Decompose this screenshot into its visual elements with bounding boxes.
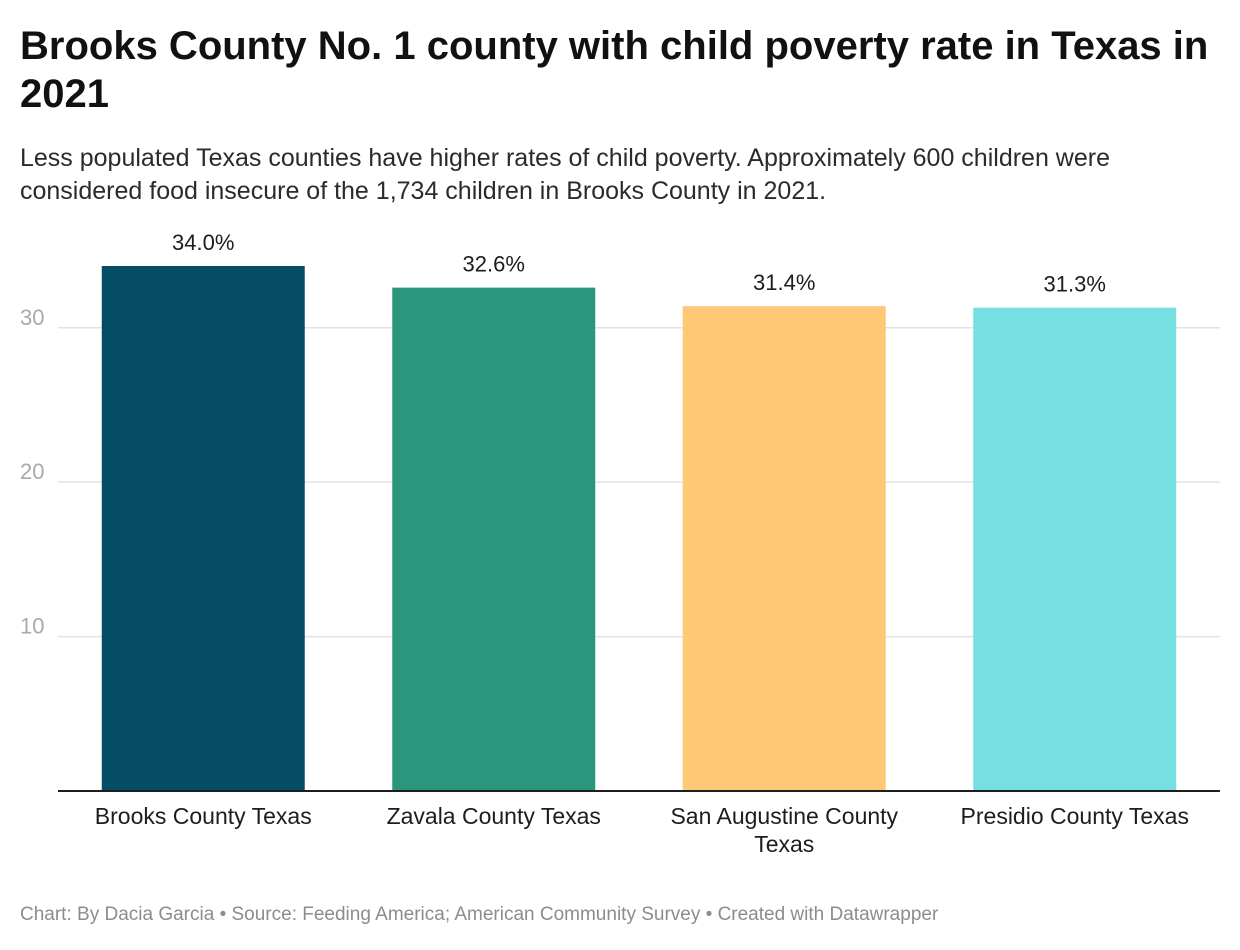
bar xyxy=(973,307,1177,791)
chart-credits: Chart: By Dacia Garcia • Source: Feeding… xyxy=(20,904,939,925)
category-label: Zavala County Texas xyxy=(387,803,601,829)
category-label: Brooks County Texas xyxy=(95,803,312,829)
chart-subtitle: Less populated Texas counties have highe… xyxy=(20,144,1110,205)
bar-value-label: 34.0% xyxy=(172,230,234,255)
y-tick-label: 30 xyxy=(20,305,44,330)
bars xyxy=(101,266,1177,791)
value-labels: 34.0% 32.6% 31.4% 31.3% xyxy=(172,230,1106,297)
y-tick-label: 10 xyxy=(20,614,44,639)
bar-value-label: 31.4% xyxy=(753,270,815,295)
bar xyxy=(682,306,886,791)
bar-value-label: 31.3% xyxy=(1044,272,1106,297)
y-tick-label: 20 xyxy=(20,459,44,484)
category-label: Presidio County Texas xyxy=(961,803,1189,829)
chart-title: Brooks County No. 1 county with child po… xyxy=(20,24,1209,116)
category-labels: Brooks County Texas Zavala County Texas Sa… xyxy=(95,803,1189,857)
bar-chart: 10 20 30 34.0% 32.6% 31.4% 31.3% Brooks Count… xyxy=(20,230,1220,857)
category-label: San Augustine County Texas xyxy=(670,803,898,857)
bar xyxy=(101,266,305,791)
bar-value-label: 32.6% xyxy=(463,252,525,277)
bar xyxy=(392,287,596,791)
